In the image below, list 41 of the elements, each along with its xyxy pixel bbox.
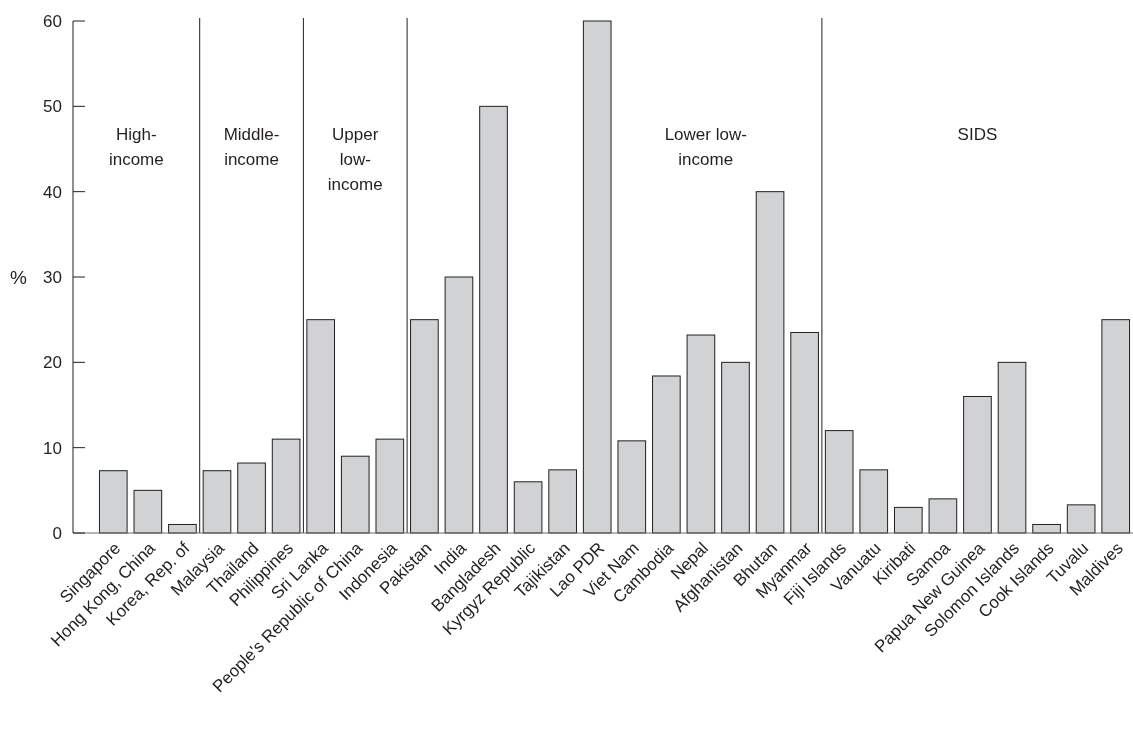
annotation: SIDS bbox=[957, 125, 998, 144]
bar bbox=[928, 498, 958, 534]
bar bbox=[893, 506, 923, 534]
bar bbox=[997, 361, 1027, 534]
bar bbox=[513, 481, 543, 534]
bar bbox=[410, 319, 439, 534]
bar bbox=[98, 470, 128, 534]
bar bbox=[859, 469, 889, 534]
bar bbox=[133, 489, 163, 534]
annotation: High- income bbox=[108, 125, 164, 169]
bar bbox=[548, 469, 577, 534]
bar bbox=[721, 361, 750, 534]
bar bbox=[755, 191, 785, 534]
bar bbox=[963, 395, 992, 534]
y-tick-label: 0 bbox=[52, 523, 62, 543]
bar bbox=[271, 438, 301, 534]
annotation: Middle- income bbox=[223, 125, 280, 169]
bar bbox=[686, 334, 716, 534]
y-tick-label: 10 bbox=[43, 438, 62, 458]
annotation: Upper low- income bbox=[327, 125, 383, 194]
bar bbox=[202, 470, 232, 534]
bar bbox=[1066, 504, 1096, 534]
bar bbox=[444, 276, 474, 534]
bar bbox=[652, 375, 681, 534]
bar bbox=[790, 331, 819, 534]
bar bbox=[237, 462, 266, 534]
y-tick-label: 40 bbox=[43, 182, 62, 202]
y-tick-label: 50 bbox=[43, 97, 62, 117]
y-tick-label: 30 bbox=[43, 267, 62, 287]
bar bbox=[479, 105, 508, 534]
bar bbox=[582, 20, 612, 534]
bar bbox=[1101, 319, 1131, 534]
y-tick-label: 60 bbox=[43, 11, 62, 31]
bar bbox=[375, 438, 405, 534]
bar bbox=[340, 455, 370, 534]
annotation: Lower low- income bbox=[664, 125, 747, 169]
bar bbox=[824, 430, 854, 534]
y-tick-label: 20 bbox=[43, 353, 62, 373]
bar bbox=[306, 319, 336, 534]
y-axis-title: % bbox=[10, 266, 27, 288]
bar bbox=[617, 440, 647, 534]
